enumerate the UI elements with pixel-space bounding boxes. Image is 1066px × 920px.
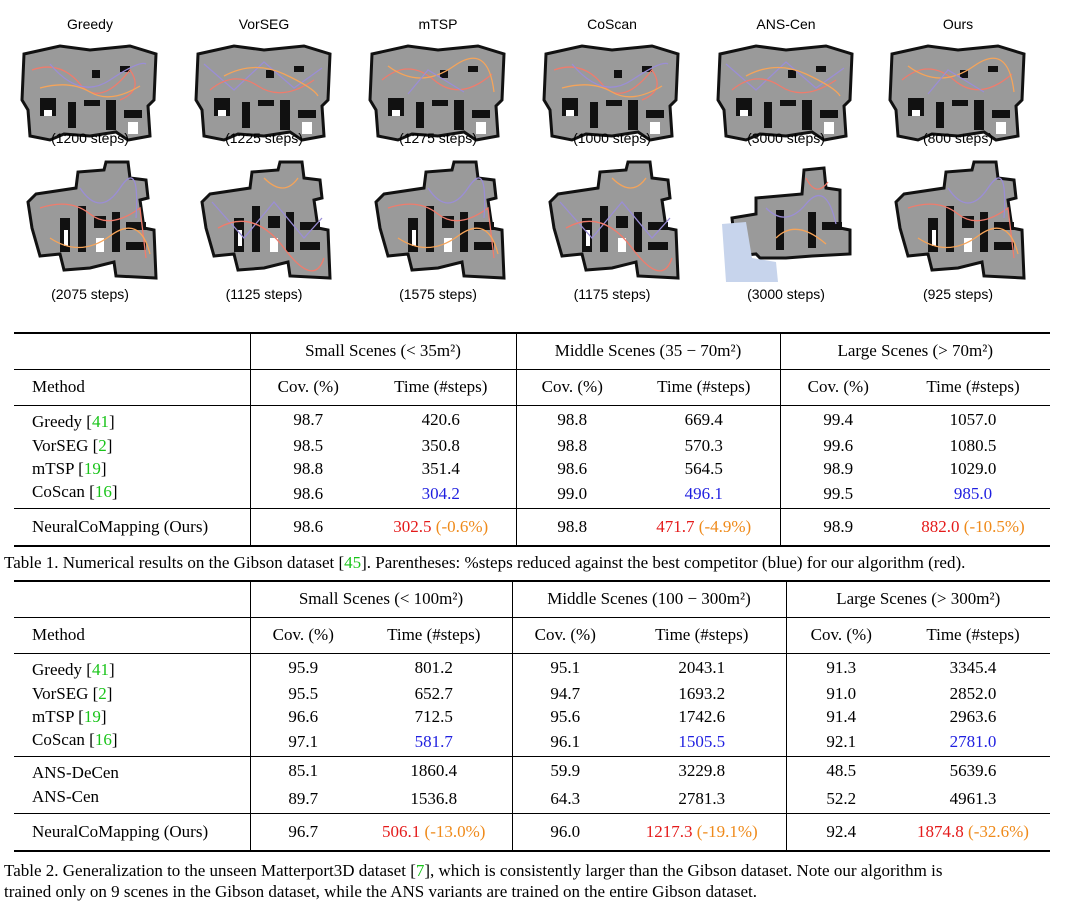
- t2-col-cov: Cov. (%): [511, 616, 618, 653]
- map-greedy-scene2: [26, 160, 158, 280]
- t1-col-cov: Cov. (%): [249, 368, 366, 405]
- table-row: Greedy [41] 98.7 420.6 98.8 669.4 99.4 1057…: [14, 404, 1050, 434]
- table-row: CoScan [16] 97.1 581.7 96.1 1505.5 92.1 278…: [14, 728, 1050, 756]
- t1-group-middle: Middle Scenes (35 − 70m²): [554, 341, 742, 361]
- t1-col-cov: Cov. (%): [779, 368, 896, 405]
- t1-group-small: Small Scenes (< 35m²): [305, 341, 461, 361]
- t1-method-header: Method: [14, 368, 250, 405]
- t1-col-cov: Cov. (%): [515, 368, 628, 405]
- steps-vorseg-scene1: (1225 steps): [225, 130, 303, 146]
- t1-col-time: Time (#steps): [628, 368, 780, 405]
- map-ours-scene2: [894, 160, 1026, 280]
- t2-col-time: Time (#steps): [618, 616, 786, 653]
- table-row: Greedy [41] 95.9 801.2 95.1 2043.1 91.3 334…: [14, 652, 1050, 682]
- t1-col-time: Time (#steps): [896, 368, 1050, 405]
- map-mtsp-scene2: [374, 160, 506, 280]
- t2-col-time: Time (#steps): [356, 616, 512, 653]
- t2-group-small: Small Scenes (< 100m²): [298, 589, 464, 609]
- method-header-vorseg: VorSEG: [238, 16, 290, 32]
- t2-method-header: Method: [14, 616, 250, 653]
- method-header-mtsp: mTSP: [418, 16, 458, 32]
- t2-group-middle: Middle Scenes (100 − 300m²): [547, 589, 751, 609]
- steps-ours-scene1: (800 steps): [922, 130, 994, 146]
- method-header-greedy: Greedy: [67, 16, 113, 32]
- exploration-figure: Greedy VorSEG mTSP CoScan ANS-Cen Ours (…: [0, 0, 1066, 320]
- table-2-caption: Table 2. Generalization to the unseen Ma…: [4, 861, 943, 901]
- map-vorseg-scene2: [200, 160, 332, 280]
- table-row: VorSEG [2] 95.5 652.7 94.7 1693.2 91.0 2852…: [14, 682, 1050, 705]
- method-header-coscan: CoScan: [587, 16, 637, 32]
- steps-mtsp-scene2: (1575 steps): [399, 286, 477, 302]
- steps-coscan-scene2: (1175 steps): [573, 286, 651, 302]
- table-row-ours: NeuralCoMapping (Ours) 96.7 506.1 (-13.0…: [14, 812, 1050, 852]
- steps-ours-scene2: (925 steps): [922, 286, 994, 302]
- t2-col-cov: Cov. (%): [785, 616, 896, 653]
- map-ans-cen-scene2: [720, 166, 852, 284]
- table-row: mTSP [19] 98.8 351.4 98.6 564.5 98.9 1029.0: [14, 457, 1050, 480]
- table-1-caption: Table 1. Numerical results on the Gibson…: [4, 553, 966, 572]
- t2-group-large: Large Scenes (> 300m²): [836, 589, 1001, 609]
- table-row: ANS-DeCen 85.1 1860.4 59.9 3229.8 48.5 5639…: [14, 755, 1050, 785]
- map-coscan-scene2: [548, 160, 680, 280]
- steps-ans-cen-scene1: (3000 steps): [747, 130, 825, 146]
- t1-group-large: Large Scenes (> 70m²): [837, 341, 993, 361]
- table-row: mTSP [19] 96.6 712.5 95.6 1742.6 91.4 2963.…: [14, 705, 1050, 728]
- t2-col-time: Time (#steps): [896, 616, 1050, 653]
- method-header-ours: Ours: [942, 16, 974, 32]
- table-row: ANS-Cen 89.7 1536.8 64.3 2781.3 52.2 4961.3: [14, 785, 1050, 813]
- method-header-ans-cen: ANS-Cen: [756, 16, 816, 32]
- table-row: CoScan [16] 98.6 304.2 99.0 496.1 99.5 985.…: [14, 480, 1050, 508]
- t1-col-time: Time (#steps): [366, 368, 516, 405]
- steps-mtsp-scene1: (1275 steps): [399, 130, 477, 146]
- steps-coscan-scene1: (1000 steps): [573, 130, 651, 146]
- steps-ans-cen-scene2: (3000 steps): [747, 286, 825, 302]
- t2-col-cov: Cov. (%): [249, 616, 356, 653]
- steps-vorseg-scene2: (1125 steps): [225, 286, 303, 302]
- table-1-gibson-results: Small Scenes (< 35m²) Middle Scenes (35 …: [14, 332, 1050, 547]
- table-row: VorSEG [2] 98.5 350.8 98.8 570.3 99.6 1080.…: [14, 434, 1050, 457]
- table-2-matterport-results: Small Scenes (< 100m²) Middle Scenes (10…: [14, 580, 1050, 852]
- table-row-ours: NeuralCoMapping (Ours) 98.6 302.5 (-0.6%…: [14, 507, 1050, 547]
- steps-greedy-scene2: (2075 steps): [51, 286, 129, 302]
- steps-greedy-scene1: (1200 steps): [51, 130, 129, 146]
